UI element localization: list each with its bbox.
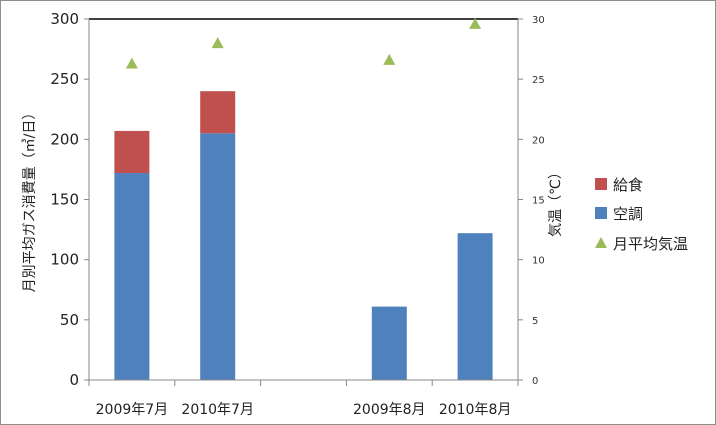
bar-meal-0 <box>114 130 150 174</box>
temp-marker-0 <box>125 57 138 69</box>
bar-aircon-0 <box>114 173 150 380</box>
left-tick-label-3: 150 <box>50 191 79 209</box>
temp-marker-3 <box>383 53 396 65</box>
right-tick-label-3: 15 <box>532 196 545 207</box>
right-ticks: 0 5 10 15 20 25 30 <box>518 15 545 387</box>
right-tick-label-1: 5 <box>532 316 538 327</box>
legend-swatch-0 <box>595 178 607 190</box>
legend-swatch-1 <box>595 207 607 219</box>
left-tick-label-6: 300 <box>50 10 79 28</box>
left-tick-label-4: 200 <box>50 130 79 148</box>
bar-aircon-4 <box>457 233 493 380</box>
temperature-markers <box>125 17 482 69</box>
right-tick-label-5: 25 <box>532 75 545 86</box>
x-tick-label-0: 2009年7月 <box>96 402 169 418</box>
temp-marker-4 <box>469 17 482 29</box>
left-ticks: 0 50 100 150 200 250 300 <box>50 10 89 389</box>
x-tick-label-4: 2010年8月 <box>439 402 512 418</box>
right-tick-label-4: 20 <box>532 135 545 146</box>
left-tick-label-2: 100 <box>50 251 79 269</box>
right-tick-label-6: 30 <box>532 15 545 26</box>
right-tick-label-2: 10 <box>532 256 545 267</box>
y-axis-title: 月別平均ガス消費量（㎥/日） <box>22 106 38 293</box>
x-tick-label-3: 2009年8月 <box>353 402 426 418</box>
temp-marker-1 <box>211 37 224 49</box>
bar-aircon-3 <box>371 306 407 380</box>
bar-meal-1 <box>200 91 236 134</box>
legend-label-2: 月平均気温 <box>613 235 688 253</box>
left-tick-label-0: 0 <box>69 371 79 389</box>
axes-layer <box>88 18 519 381</box>
legend-label-0: 給食 <box>613 176 643 194</box>
y2-axis-title: 気温（℃） <box>548 165 564 237</box>
left-tick-label-1: 50 <box>60 311 79 329</box>
right-tick-label-0: 0 <box>532 376 538 387</box>
bar-aircon-1 <box>200 133 236 380</box>
legend-swatch-2 <box>595 237 607 248</box>
legend-label-1: 空調 <box>613 205 643 223</box>
category-labels: 2009年7月 2010年7月 2009年8月 2010年8月 <box>88 380 519 418</box>
left-tick-label-5: 250 <box>50 70 79 88</box>
x-tick-label-1: 2010年7月 <box>181 402 254 418</box>
bars-layer <box>114 91 493 380</box>
